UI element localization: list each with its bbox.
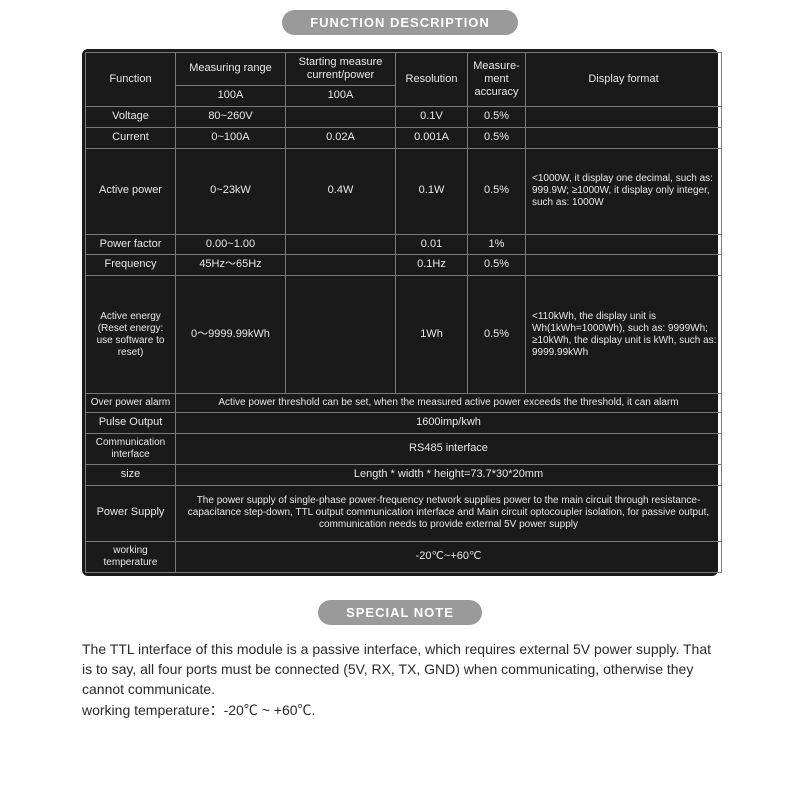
cell-val: Length * width * height=73.7*30*20mm xyxy=(176,464,722,485)
cell-start xyxy=(286,276,396,394)
cell-range: 0～9999.99kWh xyxy=(176,276,286,394)
sub-range-100a: 100A xyxy=(176,86,286,107)
row-comm-interface: Communication interface RS485 interface xyxy=(86,433,722,464)
col-display-format: Display format xyxy=(526,53,722,107)
function-description-heading: FUNCTION DESCRIPTION xyxy=(0,10,800,35)
cell-fn: size xyxy=(86,464,176,485)
special-note-heading: SPECIAL NOTE xyxy=(0,600,800,625)
col-measuring-range: Measuring range xyxy=(176,53,286,86)
note-p2: working temperature：-20℃ ~ +60℃. xyxy=(82,700,718,720)
cell-disp: <110kWh, the display unit is Wh(1kWh=100… xyxy=(526,276,722,394)
cell-res: 1Wh xyxy=(396,276,468,394)
cell-acc: 0.5% xyxy=(468,148,526,234)
cell-range: 0~100A xyxy=(176,127,286,148)
row-over-power-alarm: Over power alarm Active power threshold … xyxy=(86,394,722,413)
cell-start xyxy=(286,107,396,128)
row-active-energy: Active energy (Reset energy: use softwar… xyxy=(86,276,722,394)
cell-fn: Active power xyxy=(86,148,176,234)
cell-range: 80~260V xyxy=(176,107,286,128)
cell-fn: Power factor xyxy=(86,234,176,255)
special-note-text: The TTL interface of this module is a pa… xyxy=(82,639,718,720)
row-size: size Length * width * height=73.7*30*20m… xyxy=(86,464,722,485)
cell-start xyxy=(286,255,396,276)
cell-val: The power supply of single-phase power-f… xyxy=(176,485,722,541)
cell-fn: Current xyxy=(86,127,176,148)
sub-start-100a: 100A xyxy=(286,86,396,107)
row-frequency: Frequency 45Hz～65Hz 0.1Hz 0.5% xyxy=(86,255,722,276)
cell-fn: Active energy (Reset energy: use softwar… xyxy=(86,276,176,394)
cell-fn: working temperature xyxy=(86,541,176,572)
cell-disp: <1000W, it display one decimal, such as:… xyxy=(526,148,722,234)
cell-start xyxy=(286,234,396,255)
table-header-row: Function Measuring range Starting measur… xyxy=(86,53,722,86)
cell-acc: 1% xyxy=(468,234,526,255)
row-power-supply: Power Supply The power supply of single-… xyxy=(86,485,722,541)
cell-val: Active power threshold can be set, when … xyxy=(176,394,722,413)
cell-res: 0.01 xyxy=(396,234,468,255)
special-note-pill: SPECIAL NOTE xyxy=(318,600,482,625)
cell-res: 0.1V xyxy=(396,107,468,128)
cell-disp xyxy=(526,255,722,276)
note-p1: The TTL interface of this module is a pa… xyxy=(82,639,718,700)
spec-table-card: Function Measuring range Starting measur… xyxy=(82,49,718,576)
row-active-power: Active power 0~23kW 0.4W 0.1W 0.5% <1000… xyxy=(86,148,722,234)
cell-range: 0.00~1.00 xyxy=(176,234,286,255)
cell-fn: Voltage xyxy=(86,107,176,128)
cell-range: 45Hz～65Hz xyxy=(176,255,286,276)
spec-table: Function Measuring range Starting measur… xyxy=(85,52,722,573)
cell-res: 0.1Hz xyxy=(396,255,468,276)
row-working-temp: working temperature -20℃~+60℃ xyxy=(86,541,722,572)
row-current: Current 0~100A 0.02A 0.001A 0.5% xyxy=(86,127,722,148)
row-pulse-output: Pulse Output 1600imp/kwh xyxy=(86,413,722,434)
cell-acc: 0.5% xyxy=(468,107,526,128)
cell-fn: Over power alarm xyxy=(86,394,176,413)
function-description-pill: FUNCTION DESCRIPTION xyxy=(282,10,518,35)
cell-acc: 0.5% xyxy=(468,276,526,394)
cell-start: 0.02A xyxy=(286,127,396,148)
cell-fn: Pulse Output xyxy=(86,413,176,434)
col-accuracy: Measure-ment accuracy xyxy=(468,53,526,107)
cell-res: 0.1W xyxy=(396,148,468,234)
col-resolution: Resolution xyxy=(396,53,468,107)
cell-fn: Power Supply xyxy=(86,485,176,541)
cell-res: 0.001A xyxy=(396,127,468,148)
cell-val: 1600imp/kwh xyxy=(176,413,722,434)
cell-disp xyxy=(526,107,722,128)
cell-acc: 0.5% xyxy=(468,127,526,148)
cell-val: -20℃~+60℃ xyxy=(176,541,722,572)
col-starting-measure: Starting measure current/power xyxy=(286,53,396,86)
cell-acc: 0.5% xyxy=(468,255,526,276)
cell-fn: Frequency xyxy=(86,255,176,276)
cell-disp xyxy=(526,234,722,255)
cell-val: RS485 interface xyxy=(176,433,722,464)
row-voltage: Voltage 80~260V 0.1V 0.5% xyxy=(86,107,722,128)
cell-start: 0.4W xyxy=(286,148,396,234)
col-function: Function xyxy=(86,53,176,107)
cell-disp xyxy=(526,127,722,148)
cell-range: 0~23kW xyxy=(176,148,286,234)
cell-fn: Communication interface xyxy=(86,433,176,464)
row-power-factor: Power factor 0.00~1.00 0.01 1% xyxy=(86,234,722,255)
